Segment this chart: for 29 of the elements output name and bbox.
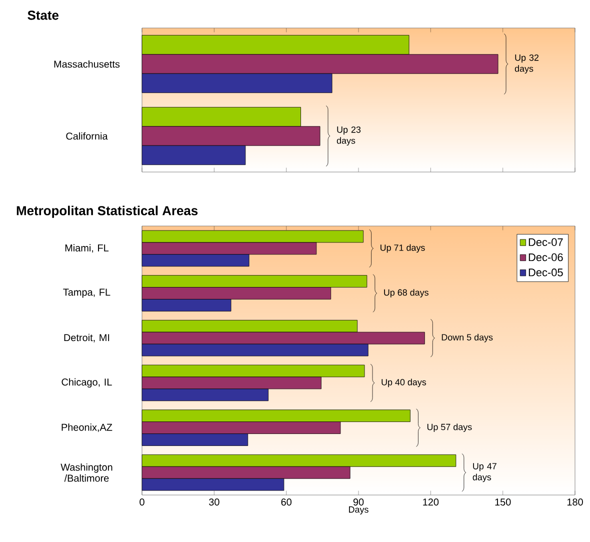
legend-label: Dec-05 [528, 268, 563, 276]
x-tick-label: 0 [140, 498, 144, 506]
annotation: Up 47 days [472, 463, 496, 482]
x-tick-label: 180 [567, 498, 583, 506]
chart-title: Metropolitan Statistical Areas [16, 206, 198, 218]
x-tick-label: 150 [495, 498, 511, 506]
y-tick-label: Massachusetts [54, 60, 120, 68]
x-axis-title: Days [349, 506, 368, 514]
chart-title: State [28, 10, 59, 20]
y-tick-label: Washington /Baltimore [60, 463, 112, 482]
annotation: Up 40 days [382, 378, 426, 388]
y-tick-label: Miami, FL [65, 244, 109, 253]
y-tick-label: Pheonix,AZ [62, 424, 112, 432]
x-tick-label: 30 [209, 498, 220, 506]
y-tick-label: Detroit, MI [64, 334, 110, 342]
annotation: Up 57 days [427, 424, 472, 432]
x-tick-label: 90 [353, 498, 364, 506]
legend-label: Dec-07 [528, 238, 563, 246]
annotation: Up 32 days [514, 54, 539, 74]
annotation: Up 71 days [380, 244, 425, 253]
annotation: Up 68 days [384, 289, 428, 298]
y-tick-label: Tampa, FL [63, 288, 110, 298]
x-tick-label: 120 [423, 498, 439, 506]
y-tick-label: Chicago, IL [62, 378, 112, 388]
annotation: Down 5 days [442, 334, 493, 342]
y-tick-label: California [66, 132, 108, 140]
annotation: Up 23 days [336, 126, 361, 146]
legend-label: Dec-06 [528, 253, 563, 262]
x-tick-label: 60 [281, 498, 292, 506]
